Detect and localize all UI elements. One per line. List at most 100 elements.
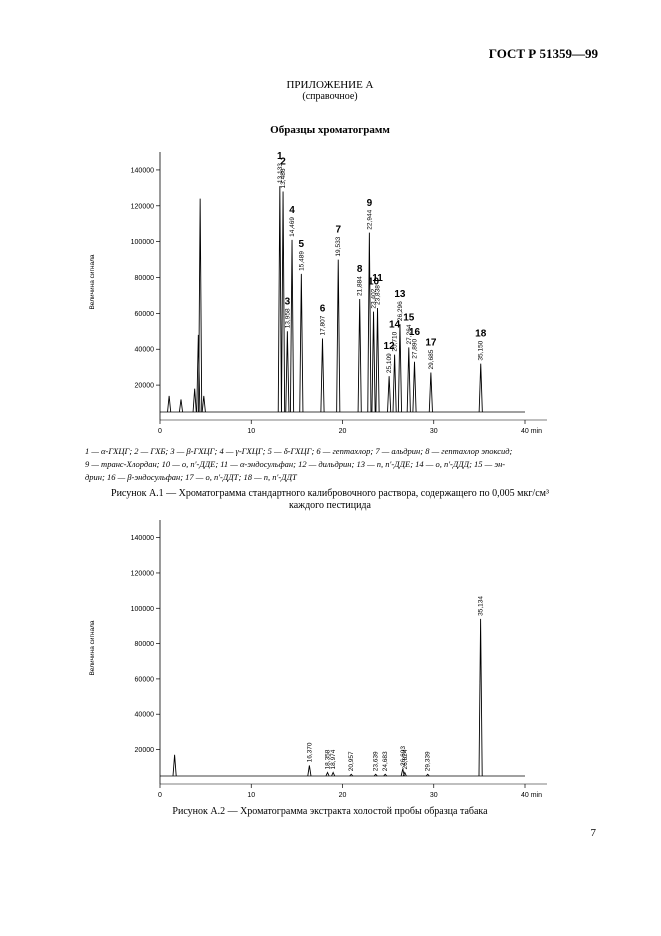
peak xyxy=(281,191,286,413)
y-tick-label: 20000 xyxy=(135,383,155,390)
y-tick-label: 60000 xyxy=(135,311,155,318)
y-tick-label: 20000 xyxy=(135,747,155,754)
caption: Рисунок А.1 — Хроматограмма стандартного… xyxy=(111,488,549,499)
peak-number: 16 xyxy=(409,327,421,338)
peak xyxy=(406,347,411,413)
section-title: Образцы хроматограмм xyxy=(270,124,390,136)
x-tick-label: 30 xyxy=(430,428,438,435)
retention-label: 22,944 xyxy=(366,209,373,229)
peak xyxy=(192,388,197,413)
peak xyxy=(383,773,388,777)
peak xyxy=(425,773,430,777)
peak xyxy=(172,754,177,777)
peak xyxy=(320,338,325,413)
y-tick-label: 140000 xyxy=(131,535,154,542)
peak xyxy=(307,765,312,777)
retention-label: 21,884 xyxy=(357,276,364,296)
y-tick-label: 60000 xyxy=(135,676,155,683)
peak-number: 8 xyxy=(357,264,363,275)
retention-label: 20,957 xyxy=(348,751,355,771)
peak-number: 18 xyxy=(475,329,487,340)
x-tick-label: 20 xyxy=(339,428,347,435)
y-tick-label: 100000 xyxy=(131,239,154,246)
retention-label: 23,838 xyxy=(375,285,382,305)
peak xyxy=(299,273,304,413)
x-tick-label: 40 min xyxy=(521,428,542,435)
peak-number: 13 xyxy=(394,289,406,300)
x-tick-label: 40 min xyxy=(521,792,542,799)
retention-label: 19,533 xyxy=(335,236,342,256)
peak xyxy=(375,307,380,413)
retention-label: 26,296 xyxy=(397,301,404,321)
retention-label: 23,402 xyxy=(371,288,378,308)
retention-label: 13,133 xyxy=(277,163,284,183)
page-number: 7 xyxy=(591,827,597,839)
retention-label: 13,486 xyxy=(280,168,287,188)
peak xyxy=(277,186,282,413)
peak xyxy=(357,299,362,413)
standard: ГОСТ Р 51359—99 xyxy=(489,46,599,61)
x-tick-label: 30 xyxy=(430,792,438,799)
retention-label: 27,264 xyxy=(406,324,413,344)
peak xyxy=(336,259,341,413)
peak xyxy=(325,771,330,777)
x-tick-label: 0 xyxy=(158,428,162,435)
retention-label: 35,134 xyxy=(478,596,485,616)
peak-number: 9 xyxy=(367,198,373,209)
x-tick-label: 20 xyxy=(339,792,347,799)
legend-line: 1 — α-ГХЦГ; 2 — ГХБ; 3 — β-ГХЦГ; 4 — γ-Г… xyxy=(85,446,513,456)
peak-number: 7 xyxy=(335,225,341,236)
retention-label: 29,339 xyxy=(425,751,432,771)
peak-number: 6 xyxy=(320,304,326,315)
peak xyxy=(285,331,290,413)
y-tick-label: 80000 xyxy=(135,275,155,282)
retention-label: 18,358 xyxy=(325,749,332,769)
peak-number: 15 xyxy=(403,313,415,324)
peak xyxy=(392,354,397,413)
y-tick-label: 40000 xyxy=(135,347,155,354)
y-tick-label: 80000 xyxy=(135,641,155,648)
peak xyxy=(196,334,201,413)
peak-number: 2 xyxy=(280,157,286,168)
peak xyxy=(387,376,392,413)
peak-number: 12 xyxy=(384,341,396,352)
retention-label: 16,370 xyxy=(306,742,313,762)
peak xyxy=(331,771,336,777)
peak-number: 10 xyxy=(368,277,380,288)
peak xyxy=(373,773,378,777)
retention-label: 25,109 xyxy=(386,353,393,373)
peak xyxy=(367,232,372,413)
y-tick-label: 40000 xyxy=(135,712,155,719)
peak-number: 4 xyxy=(289,205,295,216)
peak xyxy=(428,372,433,413)
peak-number: 1 xyxy=(277,151,283,162)
retention-label: 13,958 xyxy=(284,308,291,328)
retention-label: 24,683 xyxy=(382,751,389,771)
retention-label: 26,603 xyxy=(400,746,407,766)
peak xyxy=(178,399,184,413)
peak-number: 14 xyxy=(389,320,401,331)
peak xyxy=(198,198,203,413)
retention-label: 17,807 xyxy=(319,315,326,335)
appendix-note: (справочное) xyxy=(302,91,357,102)
y-axis-label: Величина сигнала xyxy=(89,254,96,309)
retention-label: 25,710 xyxy=(392,331,399,351)
peak xyxy=(371,311,376,413)
appendix: ПРИЛОЖЕНИЕ А xyxy=(286,79,373,91)
peak xyxy=(167,395,172,413)
caption: каждого пестицида xyxy=(289,500,371,511)
peak-number: 11 xyxy=(372,273,383,284)
peak xyxy=(478,618,483,777)
peak-number: 17 xyxy=(425,338,437,349)
retention-label: 23,639 xyxy=(373,751,380,771)
retention-label: 15,489 xyxy=(298,251,305,271)
y-tick-label: 100000 xyxy=(131,606,154,613)
peak xyxy=(397,324,403,413)
retention-label: 26,824 xyxy=(402,749,409,769)
peak xyxy=(349,773,354,777)
y-tick-label: 140000 xyxy=(131,167,154,174)
peak xyxy=(478,363,483,413)
